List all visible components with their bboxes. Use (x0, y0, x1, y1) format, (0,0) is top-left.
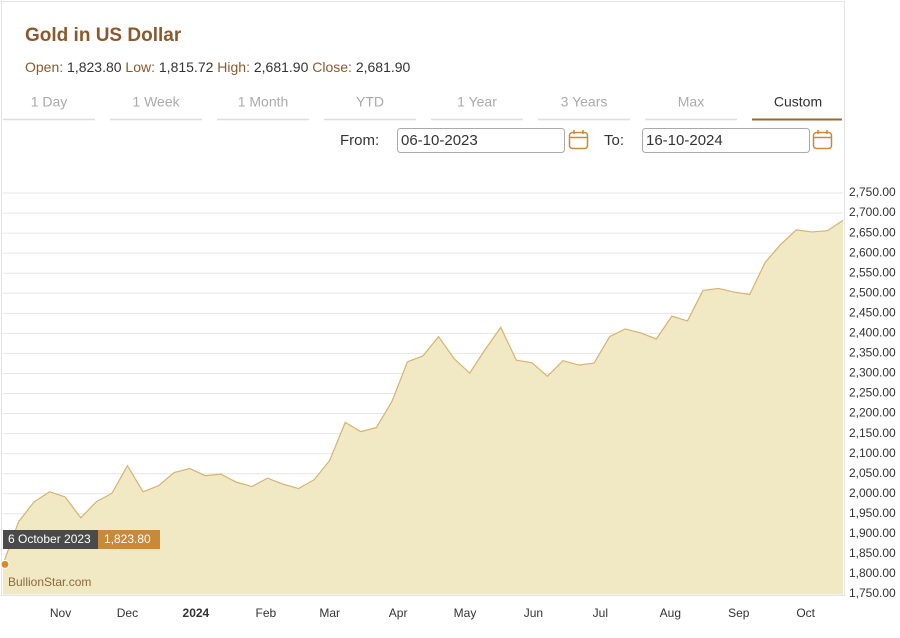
range-tab[interactable]: YTD (356, 94, 384, 110)
calendar-icon[interactable] (568, 130, 589, 150)
y-tick-label: 2,100.00 (849, 446, 896, 460)
y-tick-label: 1,750.00 (849, 586, 896, 600)
from-input[interactable] (397, 128, 565, 153)
stat-label: Low: (125, 59, 155, 75)
x-tick-label: Jul (593, 606, 608, 620)
y-tick-label: 1,800.00 (849, 566, 896, 580)
x-tick-label: Mar (319, 606, 340, 620)
widget-title: Gold in US Dollar (25, 25, 182, 46)
y-tick-label: 2,450.00 (849, 305, 896, 319)
x-tick-label: Dec (117, 606, 138, 620)
range-tab[interactable]: 3 Years (561, 94, 608, 110)
stat-value: 2,681.90 (254, 59, 309, 75)
price-area (3, 220, 843, 594)
y-tick-label: 1,900.00 (849, 526, 896, 540)
x-tick-label: Oct (796, 606, 815, 620)
range-tab[interactable]: 1 Year (457, 94, 497, 110)
y-tick-label: 2,300.00 (849, 366, 896, 380)
x-tick-label: May (454, 606, 477, 620)
range-tabs: 1 Day 1 Week 1 Month YTD 1 Year 3 Years Max Cus… (3, 94, 842, 121)
price-line (2, 219, 844, 565)
stat-label: Close: (312, 59, 352, 75)
range-tab[interactable]: Max (678, 94, 704, 110)
y-tick-label: 2,000.00 (849, 486, 896, 500)
hover-point (0, 559, 10, 569)
stat-label: High: (217, 59, 250, 75)
to-value: 16-10-2024 (646, 132, 723, 149)
to-label: To: (604, 132, 624, 149)
stat-value: 1,823.80 (67, 59, 122, 75)
icon-frame (568, 131, 589, 150)
x-tick-label: Feb (256, 606, 277, 620)
y-tick-label: 2,550.00 (849, 265, 896, 279)
range-tab[interactable]: Custom (774, 94, 822, 110)
chart: 1,750.00 1,800.00 1,850.00 1,900.00 1,950.00… (0, 185, 896, 620)
x-tick-label: Nov (50, 606, 71, 620)
range-tab[interactable]: 1 Day (31, 94, 68, 110)
y-tick-label: 2,050.00 (849, 466, 896, 480)
x-tick-label: Sep (728, 606, 750, 620)
stat-value: 1,815.72 (159, 59, 214, 75)
x-tick-label: Apr (389, 606, 408, 620)
stat-label: Open: (25, 59, 63, 75)
y-tick-label: 1,950.00 (849, 506, 896, 520)
calendar-icon[interactable] (812, 130, 833, 150)
range-tab[interactable]: 1 Week (132, 94, 180, 110)
tooltip-value: 1,823.80 (104, 532, 151, 546)
y-tick-label: 2,700.00 (849, 205, 896, 219)
from-label: From: (340, 132, 379, 149)
y-tick-label: 2,500.00 (849, 285, 896, 299)
y-tick-label: 2,600.00 (849, 245, 896, 259)
y-tick-label: 2,650.00 (849, 225, 896, 239)
x-tick-label: Jun (524, 606, 543, 620)
y-tick-label: 2,750.00 (849, 185, 896, 199)
from-value: 06-10-2023 (401, 132, 478, 149)
icon-frame (812, 131, 833, 150)
tooltip-value-box (98, 530, 160, 549)
to-input[interactable] (642, 128, 810, 153)
y-tick-label: 2,200.00 (849, 406, 896, 420)
y-tick-label: 2,350.00 (849, 346, 896, 360)
y-tick-label: 2,250.00 (849, 386, 896, 400)
y-tick-label: 2,150.00 (849, 426, 896, 440)
stat-value: 2,681.90 (356, 59, 411, 75)
tooltip-date: 6 October 2023 (8, 532, 91, 546)
range-tab[interactable]: 1 Month (238, 94, 289, 110)
tooltip-date-box (3, 530, 98, 549)
price-stats: Open: 1,823.80 Low: 1,815.72 High: 2,681… (25, 59, 411, 75)
y-tick-label: 1,850.00 (849, 546, 896, 560)
watermark: BullionStar.com (8, 575, 91, 589)
x-tick-label: 2024 (183, 606, 210, 620)
x-tick-label: Aug (660, 606, 681, 620)
y-tick-label: 2,400.00 (849, 326, 896, 340)
